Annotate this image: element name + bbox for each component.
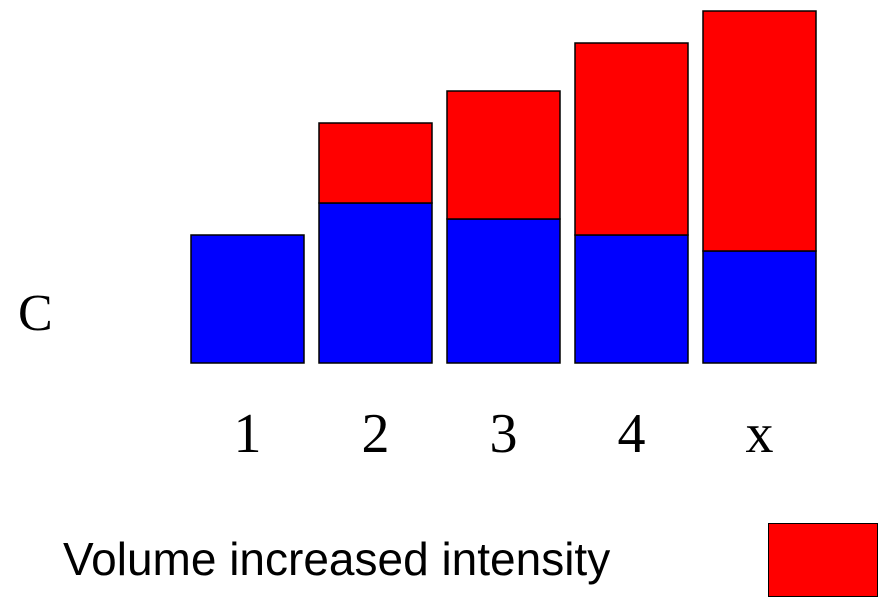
- bar-2-segment-blue: [319, 203, 432, 363]
- legend-swatch: [768, 523, 878, 597]
- bar-2-segment-red: [319, 123, 432, 203]
- x-tick-label: 4: [618, 403, 646, 465]
- bar-4-segment-red: [575, 43, 688, 235]
- x-tick-label: 3: [490, 403, 518, 465]
- x-tick-label: 1: [234, 403, 262, 465]
- bar-x-segment-blue: [703, 251, 816, 363]
- x-tick-label: 2: [362, 403, 390, 465]
- bar-1-segment-blue: [191, 235, 304, 363]
- bar-4-segment-blue: [575, 235, 688, 363]
- legend-label: Volume increased intensity: [63, 536, 610, 582]
- x-tick-label: x: [746, 403, 774, 465]
- bar-x-segment-red: [703, 11, 816, 251]
- bar-3-segment-red: [447, 91, 560, 219]
- bar-3-segment-blue: [447, 219, 560, 363]
